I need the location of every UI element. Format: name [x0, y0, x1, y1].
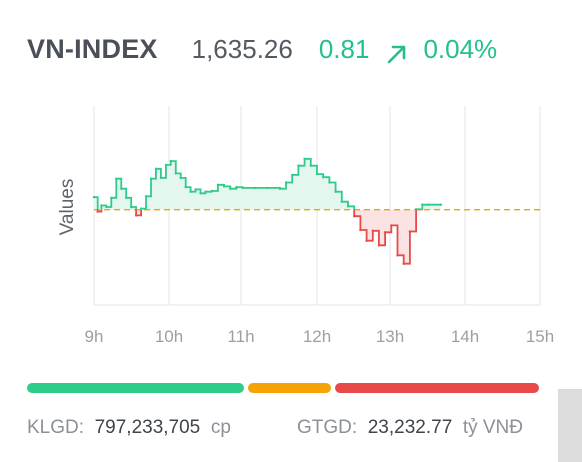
- data-point: [297, 164, 300, 167]
- data-point: [159, 176, 163, 180]
- data-point: [253, 186, 257, 190]
- data-point: [359, 228, 362, 232]
- data-point: [134, 214, 138, 217]
- data-point: [383, 231, 387, 234]
- declining-bar: [335, 383, 540, 393]
- data-point: [125, 196, 128, 199]
- index-change-percent: 0.04%: [423, 34, 498, 64]
- intraday-chart[interactable]: 9h 10h 11h 12h 13h 14h 15h Values: [0, 95, 582, 355]
- x-tick-label: 12h: [303, 327, 331, 346]
- volume-label: KLGD:: [27, 417, 85, 438]
- x-tick-label: 11h: [227, 327, 254, 346]
- data-point: [164, 163, 168, 167]
- price-line-up: [94, 157, 441, 210]
- data-point: [266, 186, 269, 190]
- data-point: [120, 187, 123, 190]
- data-point: [100, 204, 103, 207]
- data-point: [194, 188, 197, 191]
- data-point: [322, 176, 325, 179]
- x-tick-label: 14h: [451, 327, 479, 346]
- data-point: [92, 195, 96, 199]
- scrollbar-thumb[interactable]: [558, 389, 582, 462]
- index-header: VN-INDEX 1,635.26 0.81 0.04%: [27, 34, 497, 70]
- data-point: [439, 203, 443, 206]
- data-point: [340, 200, 343, 203]
- x-tick-label: 13h: [376, 327, 404, 346]
- unchanged-bar: [247, 383, 332, 393]
- data-point: [408, 230, 412, 233]
- data-point: [130, 205, 133, 209]
- volume-unit: cp: [210, 417, 231, 438]
- data-point: [377, 244, 381, 247]
- data-point: [427, 203, 430, 206]
- data-point: [421, 203, 424, 206]
- value-stat: GTGD: 23,232.77 tỷ VNĐ: [297, 417, 523, 439]
- volume-stat: KLGD: 797,233,705 cp: [27, 417, 231, 439]
- value-unit: tỷ VNĐ: [462, 417, 524, 438]
- data-point: [184, 185, 187, 189]
- x-tick-label: 9h: [85, 327, 104, 346]
- index-change: 0.81: [318, 34, 370, 64]
- data-point: [229, 187, 232, 190]
- data-point: [210, 189, 213, 193]
- data-point: [278, 187, 281, 190]
- data-point: [328, 181, 331, 184]
- data-point: [174, 172, 177, 175]
- data-point: [235, 185, 238, 189]
- price-line-down: [96, 209, 424, 265]
- data-point: [149, 177, 153, 180]
- data-point: [189, 190, 192, 193]
- index-price: 1,635.26: [191, 34, 293, 64]
- value-value: 23,232.77: [367, 417, 453, 438]
- data-point: [144, 195, 148, 198]
- data-point: [414, 208, 418, 211]
- x-tick-label: 10h: [155, 327, 183, 346]
- data-point: [222, 185, 226, 188]
- x-tick-label: 15h: [526, 327, 554, 346]
- data-point: [284, 181, 288, 184]
- data-point: [169, 159, 172, 163]
- data-point: [396, 254, 399, 257]
- data-point: [154, 167, 158, 170]
- data-point: [115, 177, 118, 180]
- data-point: [371, 229, 374, 232]
- data-point: [309, 164, 312, 167]
- loss-area: [94, 209, 441, 264]
- data-point: [96, 210, 99, 213]
- data-point: [216, 183, 220, 186]
- value-label: GTGD:: [297, 417, 358, 438]
- gain-area: [94, 158, 441, 210]
- data-point: [402, 262, 405, 265]
- data-point: [291, 173, 294, 177]
- data-point: [139, 207, 143, 210]
- data-point: [334, 190, 337, 193]
- volume-value: 797,233,705: [94, 417, 201, 438]
- data-point: [353, 215, 356, 218]
- y-axis-label: Values: [57, 179, 78, 236]
- data-point: [315, 172, 319, 176]
- data-point: [365, 239, 368, 242]
- data-point: [390, 224, 393, 227]
- data-point: [303, 157, 306, 160]
- data-point: [110, 196, 113, 199]
- data-point: [241, 186, 244, 190]
- data-point: [199, 192, 202, 195]
- data-point: [346, 205, 350, 208]
- data-point: [105, 205, 108, 209]
- index-title: VN-INDEX: [27, 34, 158, 64]
- advancing-bar: [27, 383, 244, 393]
- data-point: [204, 190, 207, 193]
- data-point: [179, 176, 182, 180]
- arrow-up-right-icon: [388, 45, 406, 64]
